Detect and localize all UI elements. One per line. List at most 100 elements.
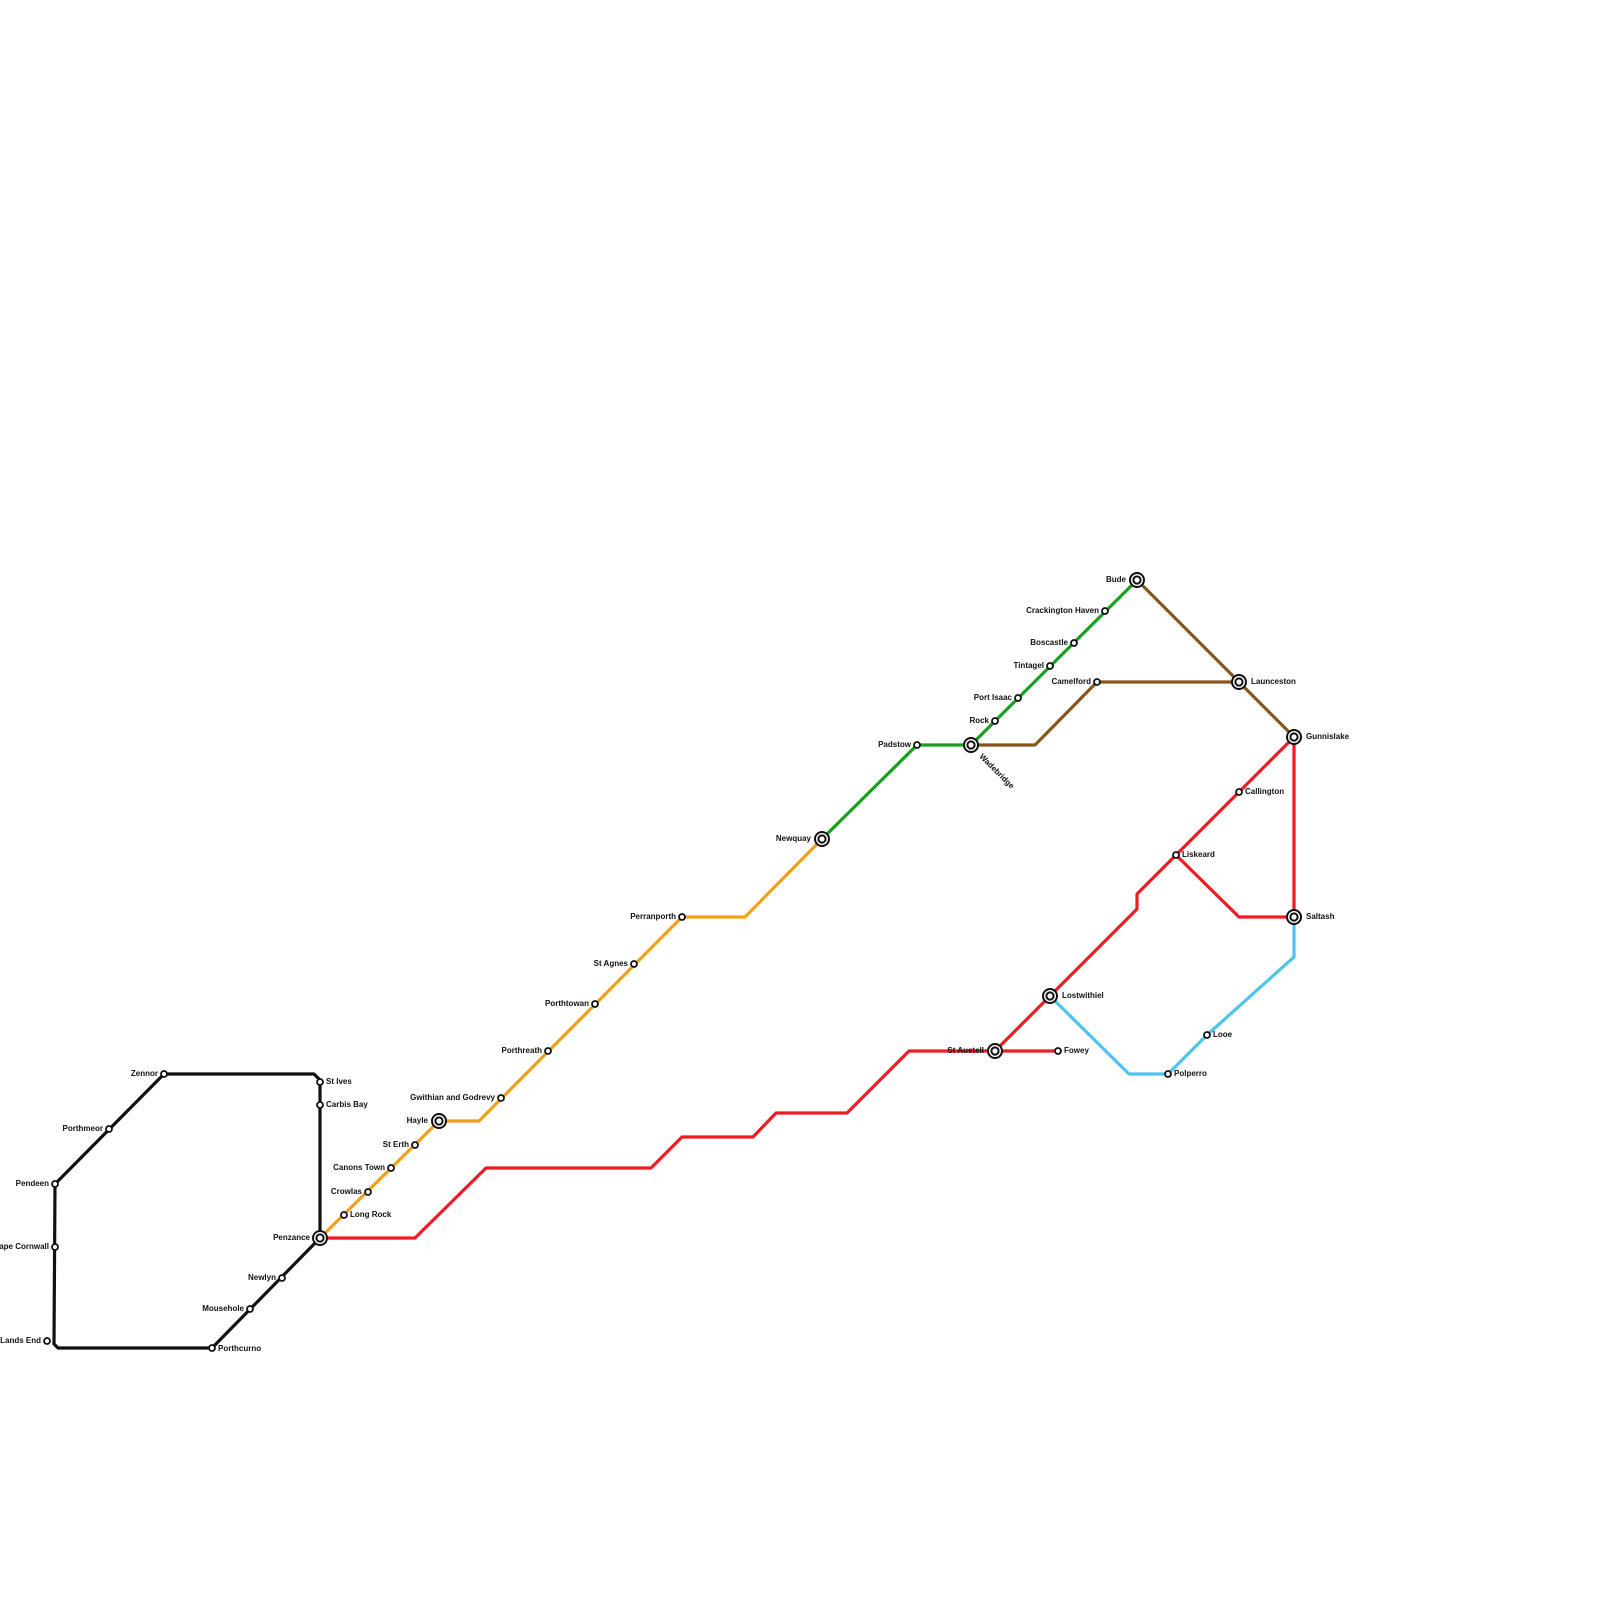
interchange-inner-ring	[434, 1116, 444, 1126]
stop-marker	[991, 717, 999, 725]
stop-marker	[630, 960, 638, 968]
station-liskeard[interactable]: Liskeard	[1172, 850, 1215, 859]
orange-line	[318, 837, 824, 1240]
station-label: Callington	[1245, 787, 1284, 796]
station-hayle[interactable]: Hayle	[407, 1113, 447, 1129]
station-rock[interactable]: Rock	[969, 716, 999, 725]
station-boscastle[interactable]: Boscastle	[1030, 638, 1078, 647]
station-label: Hayle	[407, 1116, 429, 1125]
stop-marker	[160, 1070, 168, 1078]
station-label: Launceston	[1251, 677, 1296, 686]
station-st-ives[interactable]: St Ives	[316, 1077, 352, 1086]
station-gunnislake[interactable]: Gunnislake	[1286, 729, 1350, 745]
interchange-inner-ring	[1132, 575, 1142, 585]
stop-marker	[1235, 788, 1243, 796]
station-label: Boscastle	[1030, 638, 1068, 647]
station-label: Saltash	[1306, 912, 1335, 921]
station-label: Zennor	[131, 1069, 158, 1078]
station-pendeen[interactable]: Pendeen	[16, 1179, 59, 1188]
station-callington[interactable]: Callington	[1235, 787, 1284, 796]
station-penzance[interactable]: Penzance	[273, 1230, 328, 1246]
station-bude[interactable]: Bude	[1106, 572, 1145, 588]
station-st-austell[interactable]: St Austell	[947, 1043, 1003, 1059]
station-label: Crowlas	[331, 1187, 363, 1196]
station-port-isaac[interactable]: Port Isaac	[974, 693, 1022, 702]
station-porthmeor[interactable]: Porthmeor	[63, 1124, 113, 1133]
station-long-rock[interactable]: Long Rock	[340, 1210, 392, 1219]
stop-marker	[51, 1243, 59, 1251]
interchange-inner-ring	[817, 834, 827, 844]
interchange-inner-ring	[990, 1046, 1000, 1056]
stop-marker	[43, 1337, 51, 1345]
station-label: St Agnes	[594, 959, 629, 968]
stop-marker	[678, 913, 686, 921]
station-carbis-bay[interactable]: Carbis Bay	[316, 1100, 368, 1109]
red-line	[318, 1049, 1060, 1240]
station-lands-end[interactable]: Lands End	[0, 1336, 51, 1345]
station-gwithian[interactable]: Gwithian and Godrevy	[410, 1093, 505, 1102]
station-label: Padstow	[878, 740, 912, 749]
station-porthcurno[interactable]: Porthcurno	[208, 1344, 261, 1353]
station-perranporth[interactable]: Perranporth	[630, 912, 686, 921]
station-canons-town[interactable]: Canons Town	[333, 1163, 395, 1172]
station-porthtowan[interactable]: Porthtowan	[545, 999, 599, 1008]
station-label: St Austell	[947, 1046, 984, 1055]
red-line-branch-1	[993, 735, 1296, 1053]
station-tintagel[interactable]: Tintagel	[1013, 661, 1054, 670]
station-label: Penzance	[273, 1233, 310, 1242]
station-porthreath[interactable]: Porthreath	[502, 1046, 552, 1055]
stop-marker	[387, 1164, 395, 1172]
station-label: Lostwithiel	[1062, 991, 1104, 1000]
interchange-inner-ring	[315, 1233, 325, 1243]
station-fowey[interactable]: Fowey	[1054, 1046, 1089, 1055]
station-st-erth[interactable]: St Erth	[383, 1140, 419, 1149]
station-label: St Erth	[383, 1140, 409, 1149]
stop-marker	[340, 1211, 348, 1219]
interchange-inner-ring	[1045, 991, 1055, 1001]
black-line	[52, 1072, 322, 1350]
green-line	[820, 578, 1139, 841]
station-newquay[interactable]: Newquay	[776, 831, 830, 847]
stop-marker	[1054, 1047, 1062, 1055]
station-label: Wadebridge	[978, 752, 1017, 791]
station-launceston[interactable]: Launceston	[1231, 674, 1296, 690]
station-label: Porthcurno	[218, 1344, 261, 1353]
station-looe[interactable]: Looe	[1203, 1030, 1233, 1039]
stop-marker	[1203, 1031, 1211, 1039]
stop-marker	[1164, 1070, 1172, 1078]
station-padstow[interactable]: Padstow	[878, 740, 921, 749]
station-label: Long Rock	[350, 1210, 392, 1219]
stop-marker	[278, 1274, 286, 1282]
station-mousehole[interactable]: Mousehole	[202, 1304, 254, 1313]
stop-marker	[1093, 678, 1101, 686]
stop-marker	[544, 1047, 552, 1055]
station-label: Gwithian and Godrevy	[410, 1093, 495, 1102]
brown-line-branch-1	[1135, 578, 1296, 739]
station-zennor[interactable]: Zennor	[131, 1069, 168, 1078]
station-label: Perranporth	[630, 912, 676, 921]
station-st-agnes[interactable]: St Agnes	[594, 959, 638, 968]
station-newlyn[interactable]: Newlyn	[248, 1273, 286, 1282]
stop-marker	[316, 1078, 324, 1086]
station-cape-cornwall[interactable]: Cape Cornwall	[0, 1242, 59, 1251]
station-crowlas[interactable]: Crowlas	[331, 1187, 372, 1196]
station-label: Crackington Haven	[1026, 606, 1099, 615]
station-label: Newlyn	[248, 1273, 276, 1282]
stop-marker	[364, 1188, 372, 1196]
stop-marker	[1014, 694, 1022, 702]
station-label: Fowey	[1064, 1046, 1089, 1055]
stop-marker	[497, 1094, 505, 1102]
stop-marker	[913, 741, 921, 749]
station-label: Cape Cornwall	[0, 1242, 49, 1251]
stop-marker	[411, 1141, 419, 1149]
station-label: Looe	[1213, 1030, 1233, 1039]
station-lostwithiel[interactable]: Lostwithiel	[1042, 988, 1104, 1004]
station-saltash[interactable]: Saltash	[1286, 909, 1335, 925]
interchange-inner-ring	[1289, 732, 1299, 742]
station-crackington-haven[interactable]: Crackington Haven	[1026, 606, 1109, 615]
station-label: Porthmeor	[63, 1124, 103, 1133]
station-label: Rock	[969, 716, 989, 725]
station-polperro[interactable]: Polperro	[1164, 1069, 1207, 1078]
station-camelford[interactable]: Camelford	[1051, 677, 1101, 686]
